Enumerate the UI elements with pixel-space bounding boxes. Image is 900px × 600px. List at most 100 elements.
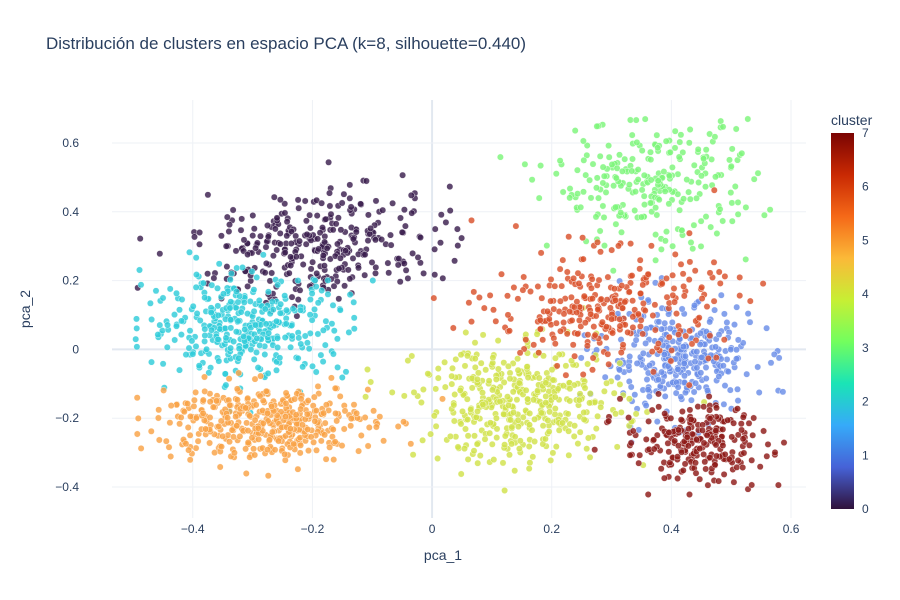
data-point-cluster-6 xyxy=(669,291,677,299)
data-point-cluster-5 xyxy=(186,456,194,464)
data-point-cluster-0 xyxy=(357,200,364,208)
data-point-cluster-0 xyxy=(244,251,252,258)
data-point-cluster-7 xyxy=(712,427,720,434)
data-point-cluster-4 xyxy=(544,416,552,424)
data-point-cluster-2 xyxy=(334,363,341,371)
data-point-cluster-1 xyxy=(746,318,754,326)
data-point-cluster-6 xyxy=(736,292,744,299)
data-point-cluster-0 xyxy=(268,269,276,277)
data-point-cluster-5 xyxy=(326,443,333,451)
data-point-cluster-5 xyxy=(133,394,141,402)
data-point-cluster-1 xyxy=(726,386,734,394)
data-point-cluster-1 xyxy=(702,375,710,382)
data-point-cluster-3 xyxy=(711,133,719,141)
data-point-cluster-5 xyxy=(303,410,311,418)
data-point-cluster-3 xyxy=(754,169,762,177)
data-point-cluster-4 xyxy=(559,382,567,390)
data-point-cluster-4 xyxy=(603,379,610,387)
data-point-cluster-6 xyxy=(655,340,662,347)
data-point-cluster-2 xyxy=(177,331,185,338)
data-point-cluster-5 xyxy=(296,449,304,457)
data-point-cluster-6 xyxy=(679,270,687,278)
data-point-cluster-7 xyxy=(636,451,644,459)
data-point-cluster-7 xyxy=(730,478,738,486)
data-point-cluster-6 xyxy=(599,318,606,326)
data-point-cluster-4 xyxy=(462,329,470,336)
data-point-cluster-2 xyxy=(173,322,180,330)
data-point-cluster-3 xyxy=(587,194,595,202)
data-point-cluster-2 xyxy=(329,301,337,309)
data-point-cluster-6 xyxy=(710,297,718,305)
data-point-cluster-4 xyxy=(528,426,536,434)
data-point-cluster-2 xyxy=(133,315,140,323)
data-point-cluster-5 xyxy=(331,384,339,392)
data-point-cluster-0 xyxy=(306,224,314,232)
data-point-cluster-7 xyxy=(712,441,720,449)
data-point-cluster-3 xyxy=(626,181,633,189)
data-point-cluster-4 xyxy=(450,401,458,409)
data-point-cluster-5 xyxy=(259,397,267,404)
data-point-cluster-0 xyxy=(431,225,439,233)
data-point-cluster-7 xyxy=(771,448,779,456)
data-point-cluster-3 xyxy=(693,194,700,202)
data-point-cluster-7 xyxy=(674,453,681,461)
data-point-cluster-3 xyxy=(652,256,659,264)
data-point-cluster-3 xyxy=(610,182,617,190)
data-point-cluster-6 xyxy=(558,282,566,290)
data-point-cluster-0 xyxy=(400,206,408,214)
data-point-cluster-4 xyxy=(454,443,462,451)
data-point-cluster-6 xyxy=(685,276,693,283)
data-point-cluster-4 xyxy=(419,386,427,393)
data-point-cluster-5 xyxy=(262,387,270,395)
data-point-cluster-0 xyxy=(366,230,374,238)
data-point-cluster-4 xyxy=(551,393,559,401)
data-point-cluster-5 xyxy=(257,372,264,380)
data-point-cluster-3 xyxy=(609,267,617,275)
data-point-cluster-7 xyxy=(664,439,672,447)
data-point-cluster-2 xyxy=(227,344,235,352)
data-point-cluster-7 xyxy=(702,465,710,473)
data-point-cluster-5 xyxy=(309,402,317,410)
data-point-cluster-4 xyxy=(551,405,559,412)
data-point-cluster-2 xyxy=(269,306,277,313)
data-point-cluster-2 xyxy=(163,343,171,351)
data-point-cluster-4 xyxy=(576,390,584,398)
data-point-cluster-5 xyxy=(313,446,320,454)
data-point-cluster-3 xyxy=(680,195,687,203)
data-point-cluster-4 xyxy=(526,409,534,417)
data-point-cluster-4 xyxy=(430,412,438,420)
data-point-cluster-0 xyxy=(223,213,231,221)
data-point-cluster-3 xyxy=(647,148,654,156)
data-point-cluster-1 xyxy=(661,319,669,327)
data-point-cluster-2 xyxy=(274,334,281,342)
data-point-cluster-2 xyxy=(226,276,234,284)
data-point-cluster-5 xyxy=(314,382,322,390)
data-point-cluster-4 xyxy=(459,407,466,415)
data-point-cluster-4 xyxy=(571,422,578,430)
data-point-cluster-4 xyxy=(513,396,521,404)
data-point-cluster-7 xyxy=(734,405,741,413)
data-point-cluster-4 xyxy=(486,429,494,437)
data-point-cluster-5 xyxy=(201,387,209,395)
data-point-cluster-4 xyxy=(535,374,543,382)
data-point-cluster-4 xyxy=(496,398,504,405)
data-point-cluster-0 xyxy=(261,269,269,277)
data-point-cluster-2 xyxy=(154,331,162,338)
data-point-cluster-5 xyxy=(330,456,338,463)
data-point-cluster-2 xyxy=(189,302,197,310)
data-point-cluster-1 xyxy=(642,339,649,347)
data-point-cluster-7 xyxy=(780,439,788,446)
data-point-cluster-4 xyxy=(494,337,502,344)
data-point-cluster-4 xyxy=(457,470,465,478)
data-point-cluster-6 xyxy=(516,349,524,357)
data-point-cluster-5 xyxy=(341,407,349,415)
data-point-cluster-3 xyxy=(612,203,619,211)
data-point-cluster-1 xyxy=(731,321,738,328)
data-point-cluster-5 xyxy=(304,397,312,404)
data-point-cluster-6 xyxy=(556,265,564,273)
data-point-cluster-6 xyxy=(560,310,568,318)
data-point-cluster-0 xyxy=(196,229,204,236)
data-point-cluster-2 xyxy=(193,271,200,278)
data-point-cluster-5 xyxy=(307,433,315,441)
